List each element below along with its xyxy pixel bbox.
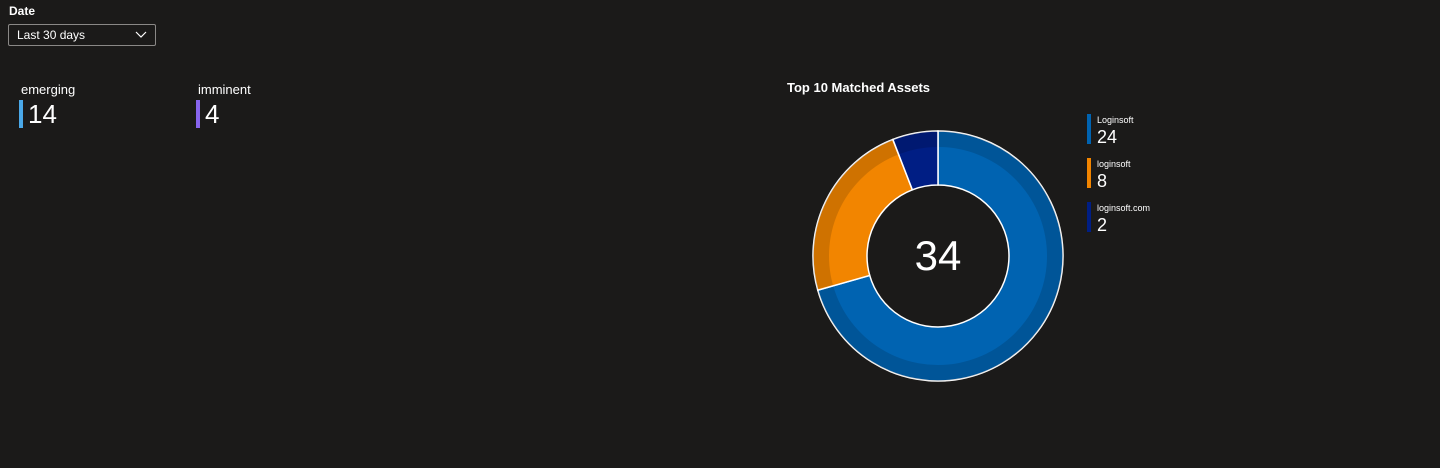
legend-item-value: 2: [1097, 215, 1108, 235]
chart-title: Top 10 Matched Assets: [787, 80, 931, 95]
legend-item-label: Loginsoft: [1097, 115, 1134, 125]
kpi-emerging[interactable]: emerging 14: [19, 82, 75, 128]
donut-total-value: 34: [915, 232, 962, 279]
donut-slice-loginsoft-1[interactable]: [812, 138, 914, 292]
legend-item-value: 8: [1097, 171, 1108, 191]
kpi-emerging-value: 14: [28, 99, 57, 129]
donut-slice-outer-shade-2: [894, 131, 937, 154]
chevron-down-icon: [135, 31, 147, 39]
kpi-imminent-value: 4: [205, 99, 220, 129]
legend-color-swatch: [1087, 202, 1091, 232]
kpi-imminent[interactable]: imminent 4: [196, 82, 251, 128]
date-range-selected-value: Last 30 days: [17, 28, 86, 42]
legend-item-value: 24: [1097, 127, 1118, 147]
kpi-emerging-label: emerging: [21, 82, 76, 97]
legend-item-label: loginsoft.com: [1097, 203, 1151, 213]
donut-slice-loginsoft-0[interactable]: [816, 130, 1064, 382]
donut-slice-loginsoft-com-2[interactable]: [891, 130, 939, 191]
legend-item-label: loginsoft: [1097, 159, 1131, 169]
donut-chart: 34: [812, 130, 1064, 382]
donut-slice-outer-shade-1: [813, 139, 898, 290]
kpi-emerging-color-bar: [19, 100, 23, 128]
kpi-imminent-color-bar: [196, 100, 200, 128]
legend-color-swatch: [1087, 158, 1091, 188]
legend-color-swatch: [1087, 114, 1091, 144]
date-range-dropdown[interactable]: Last 30 days: [8, 24, 156, 46]
kpi-imminent-label: imminent: [198, 82, 251, 97]
date-filter-label: Date: [9, 4, 36, 18]
